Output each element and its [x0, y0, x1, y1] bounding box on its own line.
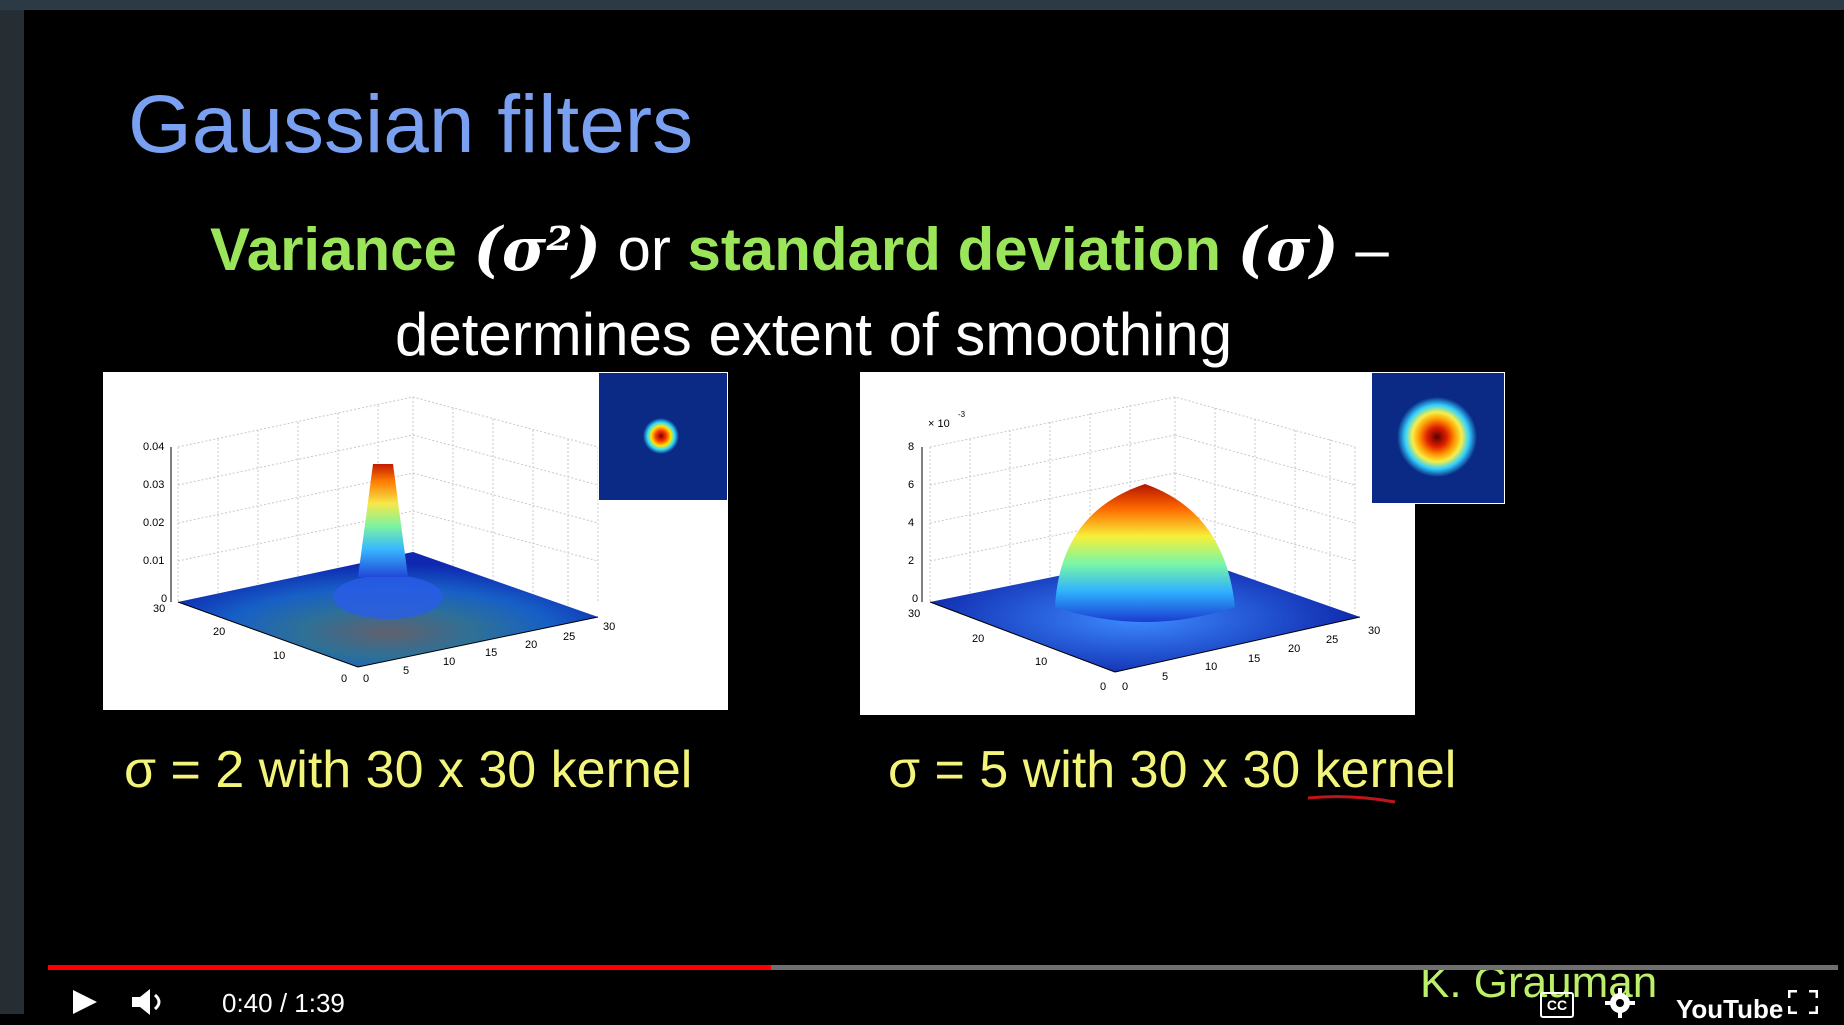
z-tick: 0	[912, 593, 918, 605]
x-tick: 0	[1122, 681, 1128, 693]
kernel-image-sigma-5	[1371, 372, 1505, 504]
y-tick: 0	[1100, 681, 1106, 693]
x-tick: 5	[1162, 671, 1168, 683]
z-tick: 2	[908, 555, 914, 567]
settings-button[interactable]	[1605, 988, 1635, 1022]
youtube-logo[interactable]: YouTube	[1676, 994, 1784, 1024]
progress-played	[48, 965, 772, 970]
x-tick: 30	[603, 621, 615, 633]
volume-icon	[132, 989, 161, 1015]
z-tick: 0.04	[143, 441, 164, 453]
z-tick: 0.02	[143, 517, 164, 529]
y-tick: 30	[908, 608, 920, 620]
x-tick: 5	[403, 665, 409, 677]
z-exponent: -3	[958, 410, 966, 419]
x-tick: 20	[525, 639, 537, 651]
kernel-image-sigma-2	[598, 372, 728, 501]
x-tick: 25	[563, 631, 575, 643]
y-tick: 10	[1035, 656, 1047, 668]
y-tick: 30	[153, 603, 165, 615]
y-tick: 10	[273, 650, 285, 662]
dash: –	[1338, 216, 1389, 283]
surface-plot-right: × 10 -3 8 6 4 2 0 0 5 10 15 20 25 30 30 …	[908, 396, 1380, 693]
fullscreen-button[interactable]	[1787, 989, 1819, 1018]
x-tick: 15	[1248, 653, 1260, 665]
y-tick: 0	[341, 673, 347, 685]
progress-bar[interactable]	[48, 965, 1838, 970]
caption-sigma-2: σ = 2 with 30 x 30 kernel	[124, 741, 693, 799]
x-tick: 10	[1205, 661, 1217, 673]
x-tick: 20	[1288, 643, 1300, 655]
slide-line-2: determines extent of smoothing	[395, 301, 1233, 368]
sigma-squared: (σ²)	[473, 215, 601, 285]
play-button[interactable]	[70, 990, 98, 1018]
left-gutter	[0, 10, 24, 1014]
z-tick: 4	[908, 517, 914, 529]
z-multiplier: × 10	[928, 418, 950, 430]
gaussian-plot-sigma-5: × 10 -3 8 6 4 2 0 0 5 10 15 20 25 30 30 …	[860, 372, 1415, 715]
x-tick: 25	[1326, 634, 1338, 646]
or-word: or	[600, 216, 688, 283]
slide-line-1: Variance (σ²) or standard deviation (σ) …	[210, 215, 1389, 285]
std-term: standard deviation	[687, 216, 1221, 283]
z-tick: 0.01	[143, 555, 164, 567]
z-tick: 0.03	[143, 479, 164, 491]
x-tick: 30	[1368, 625, 1380, 637]
captions-button[interactable]: CC	[1540, 992, 1574, 1018]
window-top-bar	[0, 0, 1844, 10]
time-display: 0:40 / 1:39	[222, 988, 345, 1018]
y-tick: 20	[972, 633, 984, 645]
volume-button[interactable]	[130, 988, 170, 1020]
fullscreen-icon	[1787, 989, 1819, 1015]
surface-plot-left: 0.04 0.03 0.02 0.01 0 0 5 10 15 20 25 30…	[143, 396, 615, 685]
red-underline-annotation	[1307, 795, 1396, 804]
z-tick: 6	[908, 479, 914, 491]
x-tick: 0	[363, 673, 369, 685]
y-tick: 20	[213, 626, 225, 638]
slide-title: Gaussian filters	[128, 79, 694, 170]
x-tick: 10	[443, 656, 455, 668]
variance-term: Variance	[210, 216, 457, 283]
play-icon	[73, 990, 97, 1014]
z-tick: 0	[161, 593, 167, 605]
caption-sigma-5: σ = 5 with 30 x 30 kernel	[888, 741, 1457, 799]
sigma-symbol: (σ)	[1237, 215, 1339, 285]
z-tick: 8	[908, 441, 914, 453]
x-tick: 15	[485, 647, 497, 659]
